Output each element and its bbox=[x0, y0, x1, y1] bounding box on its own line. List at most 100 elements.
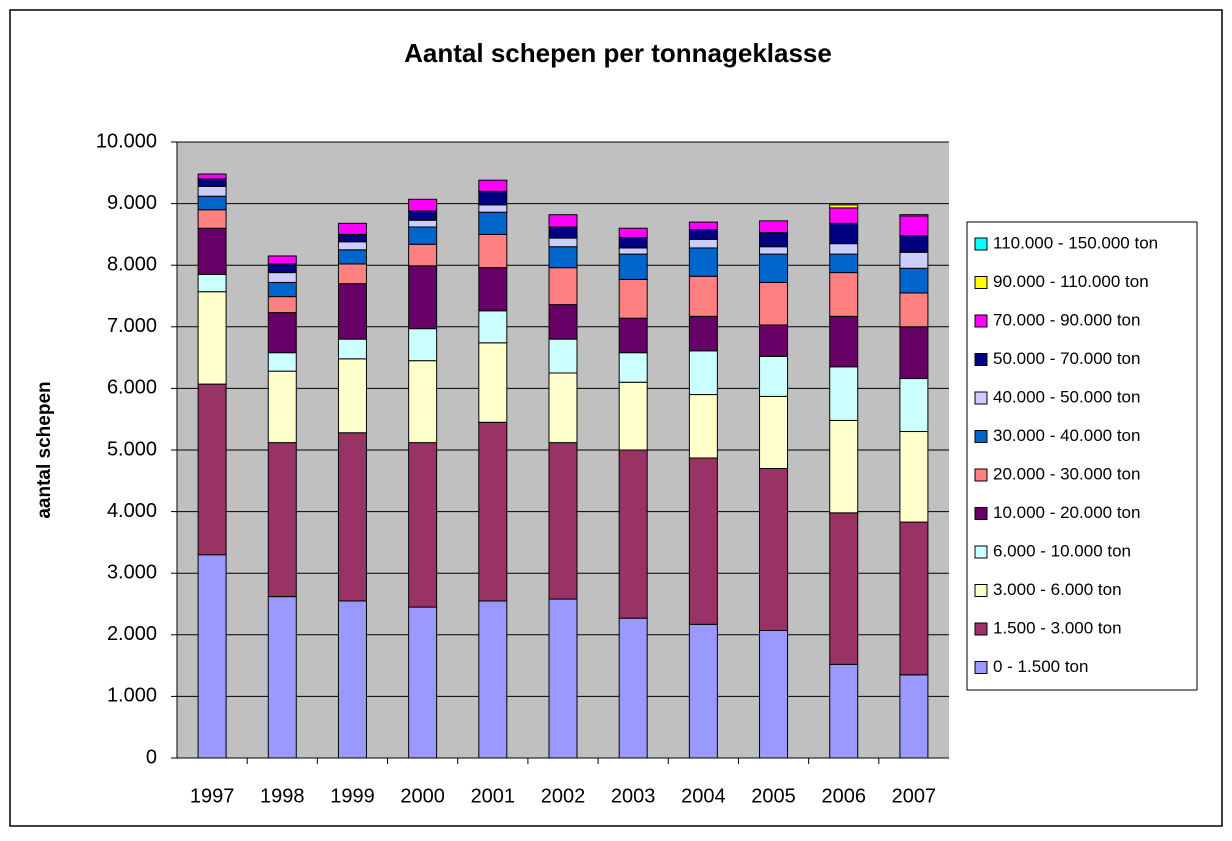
legend-swatch bbox=[974, 661, 988, 674]
bar-segment bbox=[899, 251, 929, 269]
bar-segment bbox=[478, 190, 508, 206]
legend-label: 30.000 - 40.000 ton bbox=[993, 426, 1140, 445]
bar-segment bbox=[618, 381, 648, 451]
bar-segment bbox=[899, 674, 929, 759]
y-tick-label: 10.000 bbox=[96, 130, 157, 152]
bar-segment bbox=[759, 220, 789, 234]
x-tick-label: 1997 bbox=[190, 785, 235, 807]
bar-segment bbox=[408, 226, 438, 245]
legend-swatch bbox=[974, 507, 988, 520]
y-tick-label: 6.000 bbox=[107, 377, 157, 399]
bar-segment bbox=[548, 214, 578, 228]
bar-segment bbox=[337, 241, 367, 251]
bar-segment bbox=[759, 246, 789, 255]
y-tick-label: 5.000 bbox=[107, 438, 157, 460]
bar-segment bbox=[197, 178, 227, 187]
bar-segment bbox=[688, 457, 718, 625]
legend-swatch bbox=[974, 276, 988, 289]
bar-segment bbox=[337, 338, 367, 360]
y-axis-title: aantal schepen bbox=[34, 381, 55, 518]
legend-label: 40.000 - 50.000 ton bbox=[993, 387, 1140, 406]
bar-segment bbox=[688, 350, 718, 396]
bar-segment bbox=[267, 312, 297, 354]
bar-segment bbox=[408, 328, 438, 362]
bar-segment bbox=[688, 228, 718, 240]
bar-segment bbox=[759, 232, 789, 248]
bar-segment bbox=[408, 210, 438, 221]
bar-segment bbox=[759, 253, 789, 283]
bar-segment bbox=[899, 214, 929, 217]
legend-swatch bbox=[974, 584, 988, 597]
chart-title: Aantal schepen per tonnageklasse bbox=[404, 38, 832, 68]
bar-segment bbox=[829, 419, 859, 514]
legend-swatch bbox=[974, 391, 988, 405]
bar-segment bbox=[197, 291, 227, 385]
bar-segment bbox=[688, 247, 718, 277]
bar-segment bbox=[197, 195, 227, 211]
bar-segment bbox=[408, 219, 438, 228]
bar-segment bbox=[829, 207, 859, 224]
bar-segment bbox=[267, 255, 297, 265]
bar-segment bbox=[548, 372, 578, 444]
bar-segment bbox=[197, 209, 227, 229]
bar-segment bbox=[408, 198, 438, 212]
bar-segment bbox=[337, 283, 367, 340]
bar-segment bbox=[759, 395, 789, 469]
legend-swatch bbox=[974, 237, 988, 251]
bar-segment bbox=[548, 267, 578, 306]
bar-segment bbox=[829, 243, 859, 255]
y-tick-label: 1.000 bbox=[107, 685, 157, 707]
legend-swatch bbox=[974, 622, 988, 636]
x-tick-label: 2007 bbox=[892, 785, 937, 807]
bar-segment bbox=[829, 366, 859, 421]
bar-segment bbox=[829, 315, 859, 368]
legend-label: 3.000 - 6.000 ton bbox=[993, 580, 1122, 599]
y-tick-label: 0 bbox=[146, 746, 157, 768]
bar-segment bbox=[618, 317, 648, 354]
bar-segment bbox=[829, 512, 859, 665]
bar-segment bbox=[478, 421, 508, 602]
bar-segment bbox=[548, 246, 578, 269]
x-tick-label: 2006 bbox=[821, 785, 866, 807]
bar-segment bbox=[899, 326, 929, 380]
bar-segment bbox=[899, 235, 929, 253]
legend-box bbox=[966, 221, 1198, 691]
bar-segment bbox=[197, 273, 227, 293]
legend-swatch bbox=[974, 430, 988, 443]
bar-segment bbox=[829, 253, 859, 274]
bar-segment bbox=[688, 394, 718, 459]
bar-segment bbox=[337, 233, 367, 243]
bar-segment bbox=[759, 467, 789, 631]
bar-segment bbox=[759, 355, 789, 397]
bar-segment bbox=[899, 378, 929, 433]
bar-segment bbox=[267, 296, 297, 314]
bar-segment bbox=[688, 238, 718, 249]
bar-segment bbox=[478, 211, 508, 235]
bar-segment bbox=[197, 383, 227, 556]
bar-segment bbox=[829, 272, 859, 317]
bar-segment bbox=[267, 596, 297, 759]
legend-swatch bbox=[974, 314, 988, 328]
bar-segment bbox=[688, 623, 718, 759]
bar-segment bbox=[337, 358, 367, 434]
bar-segment bbox=[829, 663, 859, 759]
bar-segment bbox=[408, 265, 438, 330]
x-tick-label: 2005 bbox=[751, 785, 796, 807]
bar-segment bbox=[618, 617, 648, 759]
bar-segment bbox=[829, 204, 859, 209]
bar-segment bbox=[899, 292, 929, 328]
bar-segment bbox=[618, 236, 648, 249]
bar-segment bbox=[899, 431, 929, 523]
bar-segment bbox=[759, 629, 789, 759]
x-tick-label: 2003 bbox=[611, 785, 656, 807]
bar-segment bbox=[267, 263, 297, 274]
bar-segment bbox=[899, 267, 929, 294]
legend-label: 6.000 - 10.000 ton bbox=[993, 541, 1131, 560]
legend-swatch bbox=[974, 468, 988, 482]
bar-segment bbox=[618, 352, 648, 383]
y-tick-label: 2.000 bbox=[107, 623, 157, 645]
legend-label: 70.000 - 90.000 ton bbox=[993, 310, 1140, 329]
bar-segment bbox=[899, 521, 929, 676]
bar-segment bbox=[688, 275, 718, 317]
bar-segment bbox=[337, 249, 367, 265]
